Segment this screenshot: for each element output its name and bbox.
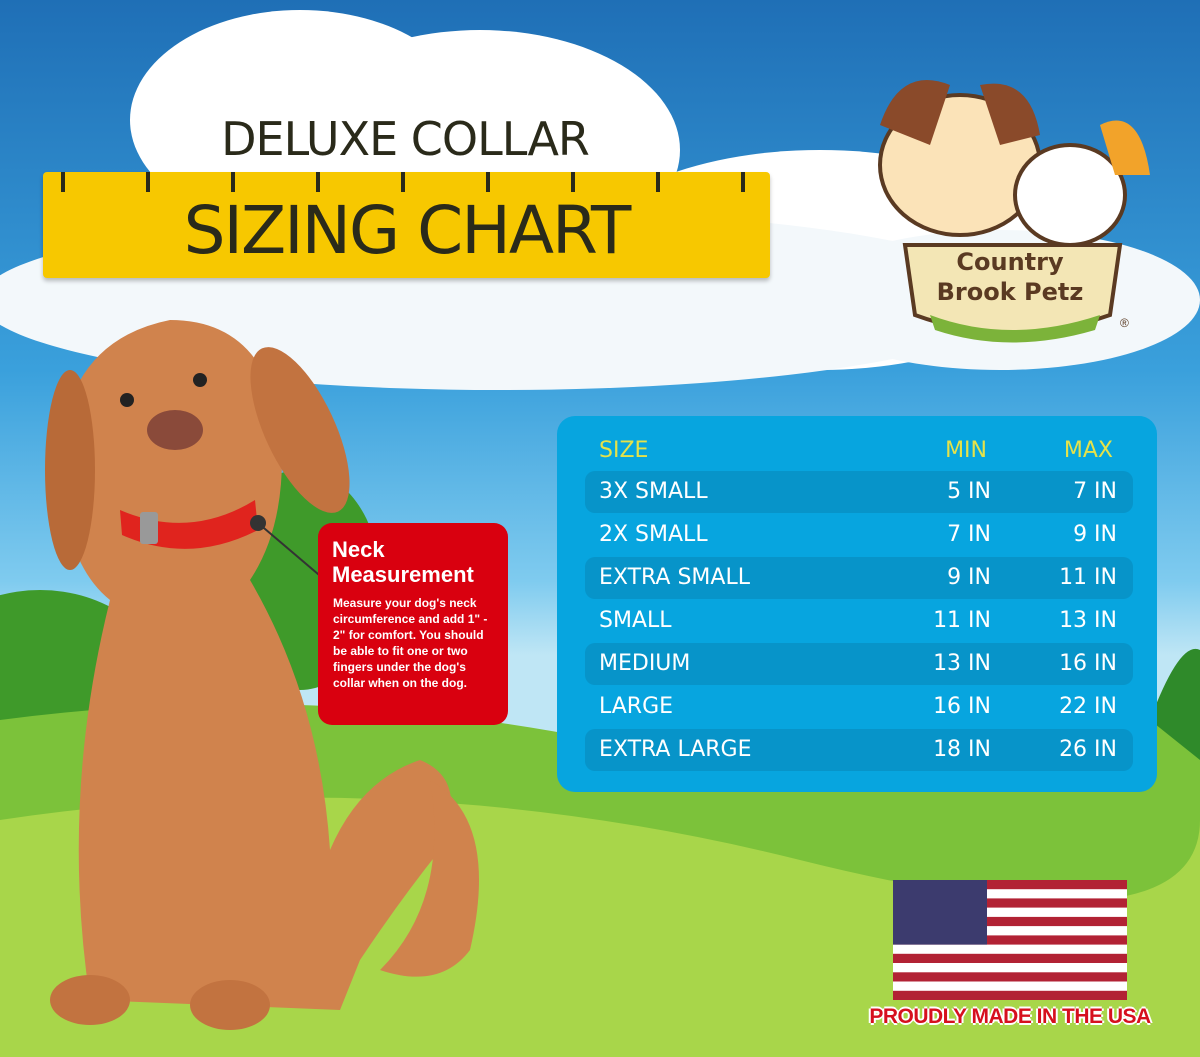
cell-max: 16 IN: [1059, 651, 1117, 676]
ruler-tick: [571, 172, 575, 192]
logo-illustration: Country Brook Petz ®: [878, 80, 1150, 343]
cell-min: 18 IN: [933, 737, 991, 762]
ruler-tick: [231, 172, 235, 192]
cell-size: EXTRA SMALL: [599, 565, 750, 590]
registered-mark: ®: [1120, 316, 1129, 330]
cell-min: 7 IN: [947, 522, 991, 547]
dog-illustration: [45, 320, 479, 1030]
cell-size: SMALL: [599, 608, 672, 633]
cell-size: LARGE: [599, 694, 674, 719]
cell-size: 2X SMALL: [599, 522, 708, 547]
ruler-tick: [316, 172, 320, 192]
cell-max: 7 IN: [1073, 479, 1117, 504]
ruler-tick: [146, 172, 150, 192]
cell-min: 11 IN: [933, 608, 991, 633]
table-row: LARGE 16 IN 22 IN: [585, 686, 1133, 728]
column-header-min: MIN: [945, 438, 987, 463]
table-row: MEDIUM 13 IN 16 IN: [585, 643, 1133, 685]
column-header-max: MAX: [1063, 438, 1113, 463]
table-row: EXTRA LARGE 18 IN 26 IN: [585, 729, 1133, 771]
ruler-banner: [43, 172, 770, 278]
cell-size: MEDIUM: [599, 651, 691, 676]
cell-max: 11 IN: [1059, 565, 1117, 590]
cell-min: 5 IN: [947, 479, 991, 504]
ruler-tick: [656, 172, 660, 192]
table-row: SMALL 11 IN 13 IN: [585, 600, 1133, 642]
cell-min: 13 IN: [933, 651, 991, 676]
cell-size: 3X SMALL: [599, 479, 708, 504]
neck-title-1: Neck: [332, 537, 385, 562]
ruler-tick: [401, 172, 405, 192]
neck-measurement-box: Neck Measurement Measure your dog's neck…: [318, 523, 508, 725]
title-line-2: SIZING CHART: [183, 192, 632, 269]
usa-flag-icon: [893, 880, 1127, 1000]
cell-min: 9 IN: [947, 565, 991, 590]
cell-max: 26 IN: [1059, 737, 1117, 762]
cell-max: 9 IN: [1073, 522, 1117, 547]
ruler-tick: [486, 172, 490, 192]
logo-text-1: Country: [956, 248, 1064, 276]
logo-text-2: Brook Petz: [937, 278, 1084, 306]
cell-max: 22 IN: [1059, 694, 1117, 719]
ruler-tick: [61, 172, 65, 192]
title-line-1: DELUXE COLLAR: [221, 112, 590, 166]
table-row: 3X SMALL 5 IN 7 IN: [585, 471, 1133, 513]
cell-min: 16 IN: [933, 694, 991, 719]
neck-instructions: Measure your dog's neck circumference an…: [333, 596, 488, 690]
ruler-tick: [741, 172, 745, 192]
table-row: 2X SMALL 7 IN 9 IN: [585, 514, 1133, 556]
cell-max: 13 IN: [1059, 608, 1117, 633]
neck-title-2: Measurement: [332, 562, 474, 587]
cell-size: EXTRA LARGE: [599, 737, 752, 762]
column-header-size: SIZE: [599, 438, 649, 463]
made-in-usa-text: PROUDLY MADE IN THE USA: [869, 1005, 1151, 1028]
size-table: SIZE MIN MAX 3X SMALL 5 IN 7 IN 2X SMALL 7 I…: [557, 416, 1157, 792]
table-row: EXTRA SMALL 9 IN 11 IN: [585, 557, 1133, 599]
